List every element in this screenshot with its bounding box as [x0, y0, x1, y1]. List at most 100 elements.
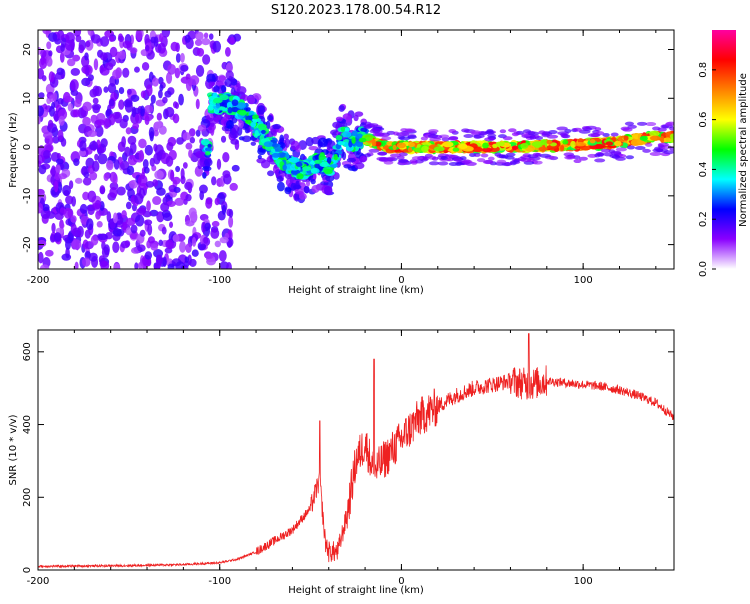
spectral-cell	[225, 62, 234, 73]
spectral-cell	[238, 120, 244, 129]
spectral-cell	[194, 39, 203, 47]
spectral-cell	[267, 114, 274, 122]
spectral-cell	[195, 98, 200, 110]
spectral-cell	[605, 141, 614, 146]
spectral-cell	[122, 40, 132, 49]
spectral-cell	[452, 147, 460, 152]
spectral-cell	[206, 73, 216, 84]
spectral-cell	[42, 30, 52, 35]
spectral-cell	[149, 157, 155, 167]
spectral-cell	[341, 119, 346, 125]
spectral-cell	[158, 239, 163, 247]
spectral-cell	[124, 240, 131, 248]
spectral-cell	[57, 129, 64, 141]
spectral-cell	[610, 132, 619, 137]
spectral-cell	[335, 116, 344, 122]
spectral-cell	[271, 148, 276, 153]
spectral-cell	[105, 160, 114, 171]
spectral-cell	[165, 106, 175, 118]
spectral-cell	[206, 257, 216, 266]
spectral-cell	[134, 192, 144, 205]
spectral-cell	[508, 128, 517, 133]
spectral-cell	[215, 115, 222, 121]
spectral-cell	[91, 160, 100, 172]
spectral-cell	[67, 102, 74, 112]
spectral-cell	[257, 154, 262, 160]
spectral-cell	[329, 163, 338, 168]
spectral-cell	[182, 132, 191, 141]
spectral-cell	[118, 99, 125, 110]
spectral-cell	[124, 146, 131, 157]
spectral-cell	[175, 53, 181, 63]
spectral-cell	[173, 186, 181, 194]
spectral-cell	[188, 149, 193, 159]
spectral-cell	[175, 165, 181, 173]
spectral-cell	[160, 202, 170, 212]
spectral-cell	[92, 97, 99, 105]
spectral-cell	[52, 92, 58, 102]
spectral-cell	[180, 168, 185, 180]
spectral-cell	[202, 171, 207, 179]
spectral-cell	[393, 131, 400, 136]
spectral-cell	[385, 156, 396, 161]
spectral-cell	[228, 209, 234, 218]
spectral-cell	[94, 153, 99, 161]
spectral-cell	[51, 101, 56, 110]
spectral-cell	[153, 152, 161, 165]
spectral-cell	[224, 47, 231, 57]
spectral-cell	[469, 130, 482, 135]
spectral-cell	[482, 142, 489, 149]
spectral-cell	[87, 190, 97, 203]
spectral-cell	[156, 187, 166, 196]
spectral-cell	[238, 110, 247, 116]
spectral-cell	[260, 159, 271, 169]
spectral-cell	[626, 145, 636, 150]
spectral-cell	[669, 146, 674, 151]
spectral-cell	[298, 193, 307, 200]
spectral-cell	[338, 105, 345, 112]
spectral-cell	[589, 139, 596, 144]
spectral-cell	[119, 118, 128, 129]
spectral-cell	[195, 65, 205, 77]
spectral-cell	[505, 152, 516, 157]
spectral-cell	[79, 140, 87, 152]
spectral-cell	[594, 158, 606, 163]
spectral-cell	[94, 199, 102, 210]
spectral-cell	[159, 33, 164, 43]
spectral-cell	[227, 107, 233, 114]
y-tick-label: -20	[22, 236, 33, 252]
spectral-cell	[45, 249, 54, 257]
spectral-cell	[129, 47, 138, 54]
spectral-cell	[367, 123, 379, 128]
spectral-cell	[271, 153, 281, 158]
spectral-cell	[109, 186, 118, 198]
spectral-cell	[189, 136, 196, 144]
spectral-cell	[645, 122, 657, 127]
spectral-cell	[200, 138, 210, 146]
spectral-cell	[229, 130, 239, 139]
spectral-cell	[132, 107, 142, 115]
spectral-cell	[191, 237, 197, 247]
x-tick-label: -100	[208, 275, 231, 286]
spectral-cell	[213, 85, 220, 93]
spectral-cell	[203, 158, 213, 167]
spectral-cell	[448, 161, 459, 166]
spectral-cell	[428, 129, 439, 134]
spectral-cell	[185, 79, 192, 91]
spectral-cell	[153, 129, 159, 137]
spectral-cell	[109, 46, 118, 58]
spectral-cell	[118, 50, 126, 60]
spectral-cell	[228, 215, 234, 228]
spectral-cell	[370, 127, 381, 132]
spectral-cell	[531, 134, 540, 139]
spectral-cell	[496, 159, 507, 164]
spectral-cell	[498, 154, 507, 159]
spectral-cell	[665, 122, 673, 127]
spectral-cell	[538, 146, 547, 152]
spectral-cell	[81, 77, 91, 87]
spectral-cell	[226, 101, 233, 109]
colorbar: 0.0 0.2 0.4 0.6 0.8 Normalized spectral ampl…	[698, 30, 749, 277]
spectral-cell	[38, 202, 44, 214]
spectral-cell	[634, 145, 646, 150]
